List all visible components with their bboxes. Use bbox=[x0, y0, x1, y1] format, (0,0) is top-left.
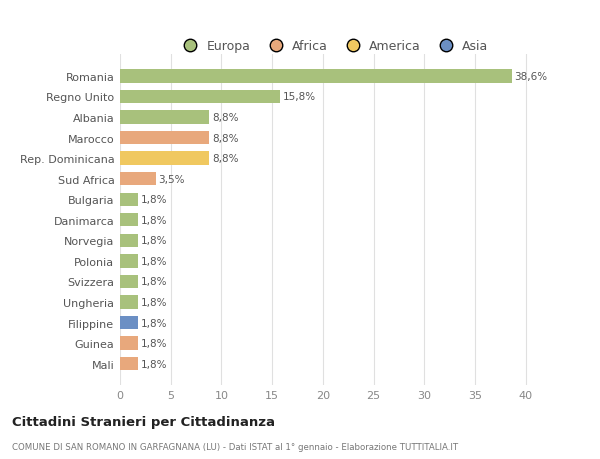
Text: 8,8%: 8,8% bbox=[212, 113, 239, 123]
Bar bbox=[120, 132, 209, 145]
Text: 38,6%: 38,6% bbox=[515, 72, 548, 82]
Text: 1,8%: 1,8% bbox=[142, 277, 168, 287]
Bar bbox=[120, 173, 155, 186]
Text: 1,8%: 1,8% bbox=[142, 215, 168, 225]
Text: 1,8%: 1,8% bbox=[142, 297, 168, 308]
Bar bbox=[120, 296, 138, 309]
Bar bbox=[120, 255, 138, 268]
Text: Cittadini Stranieri per Cittadinanza: Cittadini Stranieri per Cittadinanza bbox=[12, 415, 275, 428]
Bar bbox=[120, 111, 209, 124]
Text: 1,8%: 1,8% bbox=[142, 256, 168, 266]
Text: 15,8%: 15,8% bbox=[283, 92, 316, 102]
Text: 8,8%: 8,8% bbox=[212, 154, 239, 164]
Text: 1,8%: 1,8% bbox=[142, 359, 168, 369]
Legend: Europa, Africa, America, Asia: Europa, Africa, America, Asia bbox=[173, 35, 493, 58]
Text: 1,8%: 1,8% bbox=[142, 236, 168, 246]
Text: 8,8%: 8,8% bbox=[212, 133, 239, 143]
Bar bbox=[120, 152, 209, 165]
Text: 3,5%: 3,5% bbox=[158, 174, 185, 185]
Bar bbox=[120, 234, 138, 247]
Text: COMUNE DI SAN ROMANO IN GARFAGNANA (LU) - Dati ISTAT al 1° gennaio - Elaborazion: COMUNE DI SAN ROMANO IN GARFAGNANA (LU) … bbox=[12, 442, 458, 451]
Bar bbox=[120, 316, 138, 330]
Text: 1,8%: 1,8% bbox=[142, 318, 168, 328]
Text: 1,8%: 1,8% bbox=[142, 338, 168, 348]
Bar bbox=[120, 213, 138, 227]
Bar bbox=[120, 70, 512, 84]
Bar bbox=[120, 357, 138, 370]
Text: 1,8%: 1,8% bbox=[142, 195, 168, 205]
Bar bbox=[120, 275, 138, 289]
Bar bbox=[120, 193, 138, 207]
Bar bbox=[120, 90, 280, 104]
Bar bbox=[120, 337, 138, 350]
